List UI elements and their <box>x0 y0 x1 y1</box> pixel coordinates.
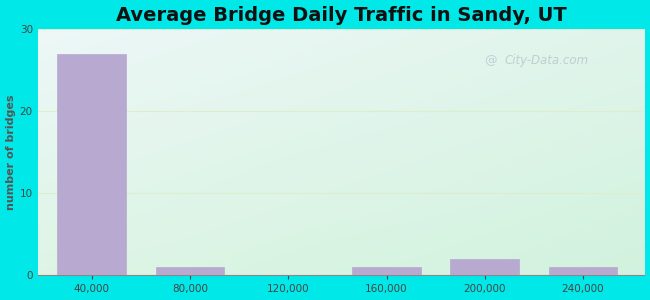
Y-axis label: number of bridges: number of bridges <box>6 94 16 210</box>
Title: Average Bridge Daily Traffic in Sandy, UT: Average Bridge Daily Traffic in Sandy, U… <box>116 6 566 25</box>
Bar <box>450 259 519 275</box>
Bar <box>57 53 126 275</box>
Bar <box>352 267 421 275</box>
Bar <box>155 267 224 275</box>
Text: City-Data.com: City-Data.com <box>505 54 589 68</box>
Text: @: @ <box>484 54 496 68</box>
Bar <box>549 267 618 275</box>
